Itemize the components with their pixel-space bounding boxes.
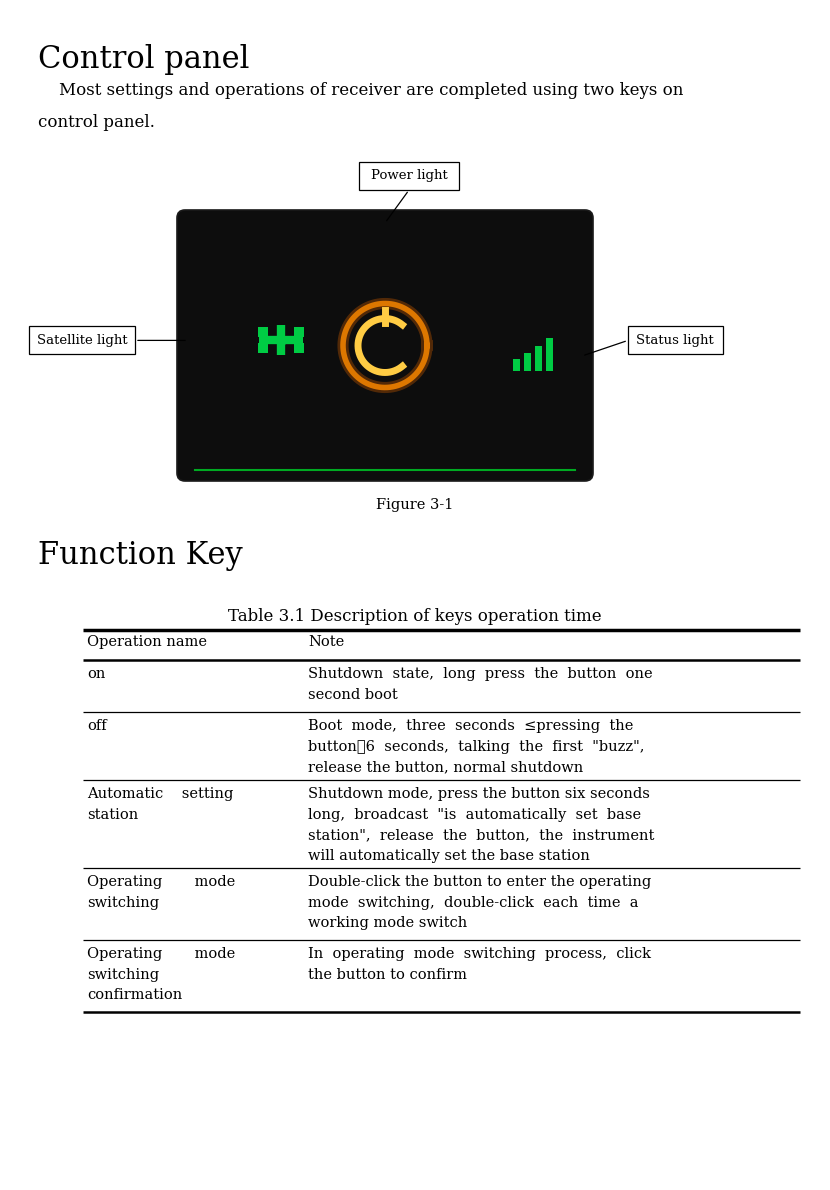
Text: Operation name: Operation name xyxy=(87,635,207,649)
Text: Most settings and operations of receiver are completed using two keys on: Most settings and operations of receiver… xyxy=(38,82,683,99)
Text: Status light: Status light xyxy=(636,334,714,347)
Text: Function Key: Function Key xyxy=(38,540,242,571)
Text: Double-click the button to enter the operating
mode  switching,  double-click  e: Double-click the button to enter the ope… xyxy=(308,875,652,931)
Text: Figure 3-1: Figure 3-1 xyxy=(376,497,454,512)
Text: off: off xyxy=(87,719,106,733)
Text: Control panel: Control panel xyxy=(38,44,249,75)
FancyBboxPatch shape xyxy=(546,338,553,371)
Text: In  operating  mode  switching  process,  click
the button to confirm: In operating mode switching process, cli… xyxy=(308,947,651,982)
FancyBboxPatch shape xyxy=(359,162,459,190)
Text: Satellite light: Satellite light xyxy=(37,334,127,347)
Text: Operating       mode
switching: Operating mode switching xyxy=(87,875,235,909)
Text: control panel.: control panel. xyxy=(38,114,155,131)
Text: Boot  mode,  three  seconds  ≤pressing  the
button≦6  seconds,  talking  the  fi: Boot mode, three seconds ≤pressing the b… xyxy=(308,719,645,775)
Text: Shutdown mode, press the button six seconds
long,  broadcast  "is  automatically: Shutdown mode, press the button six seco… xyxy=(308,787,654,863)
Text: Table 3.1 Description of keys operation time: Table 3.1 Description of keys operation … xyxy=(228,608,602,625)
FancyBboxPatch shape xyxy=(177,209,593,481)
FancyBboxPatch shape xyxy=(627,326,722,355)
FancyBboxPatch shape xyxy=(258,327,268,338)
FancyBboxPatch shape xyxy=(513,359,520,371)
FancyBboxPatch shape xyxy=(258,344,268,353)
FancyBboxPatch shape xyxy=(524,353,531,371)
FancyBboxPatch shape xyxy=(29,326,135,355)
Text: Shutdown  state,  long  press  the  button  one
second boot: Shutdown state, long press the button on… xyxy=(308,668,652,702)
FancyBboxPatch shape xyxy=(535,346,542,371)
Text: Power light: Power light xyxy=(371,169,447,182)
Text: Operating       mode
switching
confirmation: Operating mode switching confirmation xyxy=(87,947,235,1002)
Text: Note: Note xyxy=(308,635,344,649)
Text: Automatic    setting
station: Automatic setting station xyxy=(87,787,233,821)
Text: on: on xyxy=(87,668,105,681)
FancyBboxPatch shape xyxy=(294,344,304,353)
FancyBboxPatch shape xyxy=(294,327,304,338)
